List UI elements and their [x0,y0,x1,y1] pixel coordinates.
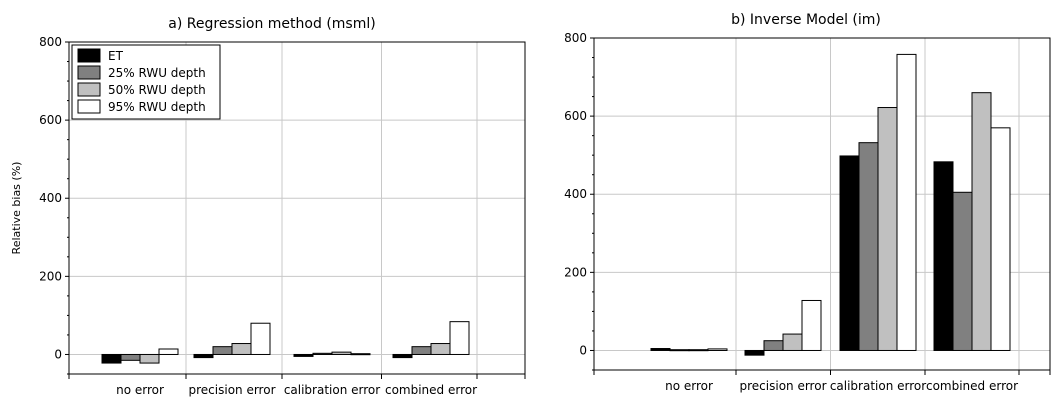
chart1-bar-1-4 [159,349,178,354]
chart1-legend-label-4: 95% RWU depth [108,100,206,114]
chart1-bar-3-3 [332,352,351,354]
chart1-bar-2-4 [251,323,270,354]
chart1-bar-2-3 [232,344,251,355]
chart1-bar-1-2 [121,354,140,360]
chart1-x-tick-label-4: combined error [385,383,477,397]
chart2-x-tick-label-1: no error [665,379,713,393]
chart2-bar-3-4 [897,54,916,350]
chart1-bar-1-1 [102,354,121,363]
chart1-legend-label-2: 25% RWU depth [108,66,206,80]
chart1-bar-4-2 [412,347,431,355]
chart1-legend-swatch-2 [78,66,100,79]
chart2-y-tick-label-3: 600 [564,109,587,123]
chart2-bar-4-3 [972,93,991,351]
chart1-y-axis-label: Relative bias (%) [10,162,23,255]
chart1-x-tick-label-3: calibration error [284,383,380,397]
chart1-title: a) Regression method (msml) [168,16,375,32]
chart2-y-tick-label-0: 0 [579,343,587,357]
chart1-x-tick-label-1: no error [116,383,164,397]
chart1-bar-4-4 [450,322,469,355]
chart2-bar-2-2 [764,341,783,351]
chart2-bar-4-4 [991,128,1010,351]
chart2-bar-1-2 [670,350,689,351]
chart1-y-tick-label-0: 0 [54,347,62,361]
chart2-bar-4-2 [953,192,972,350]
chart1-bar-3-4 [351,354,370,355]
chart1-y-tick-label-1: 200 [39,269,62,283]
chart1-bar-3-2 [313,353,332,354]
chart1-y-tick-label-4: 800 [39,35,62,49]
chart1-legend-label-3: 50% RWU depth [108,83,206,97]
chart2-y-tick-label-4: 800 [564,31,587,45]
chart1-legend-swatch-1 [78,49,100,62]
chart2-bar-1-1 [651,349,670,351]
chart1-x-tick-label-2: precision error [189,383,276,397]
chart2-bar-3-1 [840,156,859,351]
chart2-bar-2-3 [783,334,802,350]
chart2-bar-1-4 [708,349,727,351]
chart2-x-tick-label-2: precision error [740,379,827,393]
chart2-x-tick-label-4: combined error [926,379,1018,393]
chart1-bar-4-1 [393,354,412,357]
chart1-legend-swatch-3 [78,83,100,96]
chart2-bar-1-3 [689,350,708,351]
chart2-bar-2-1 [745,350,764,355]
chart2-bar-2-4 [802,300,821,350]
chart1-legend-swatch-4 [78,100,100,113]
chart2-bar-4-1 [934,162,953,351]
chart2-bar-3-3 [878,108,897,351]
chart1-bar-3-1 [294,354,313,356]
chart1-bar-4-3 [431,344,450,355]
chart1-bar-2-2 [213,347,232,355]
chart1-bar-1-3 [140,354,159,363]
chart2-title: b) Inverse Model (im) [731,12,881,28]
chart1-y-tick-label-3: 600 [39,113,62,127]
chart1-legend-label-1: ET [108,49,124,63]
chart2-y-tick-label-2: 400 [564,187,587,201]
chart1-y-tick-label-2: 400 [39,191,62,205]
chart1-bar-2-1 [194,354,213,357]
chart2-y-tick-label-1: 200 [564,265,587,279]
chart2-bar-3-2 [859,143,878,351]
chart2-x-tick-label-3: calibration error [830,379,926,393]
